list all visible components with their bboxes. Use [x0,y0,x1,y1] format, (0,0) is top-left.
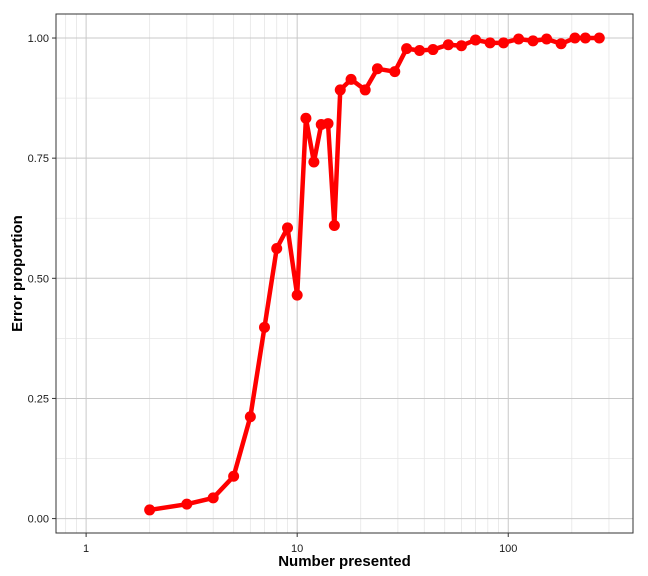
minor-gridlines [56,14,633,533]
data-point [593,32,605,44]
data-point [334,84,346,96]
data-point [470,34,482,46]
data-point [389,66,401,78]
x-tick-label: 100 [499,543,517,555]
y-axis-title: Error proportion [9,215,26,332]
data-point [414,45,426,57]
data-point [271,243,283,255]
data-point [513,33,525,45]
y-tick-label: 0.25 [28,393,49,405]
data-point [345,73,357,85]
data-point [144,504,156,516]
y-tick-label: 0.75 [28,153,49,165]
data-point [282,222,294,234]
x-tick-label: 10 [291,543,303,555]
data-point [569,32,581,44]
data-point [308,156,320,168]
x-axis-title: Number presented [278,553,411,570]
data-point [484,37,496,49]
data-point [291,289,303,301]
data-point [328,219,340,231]
data-point [579,32,591,44]
series-line [147,35,602,513]
data-point [322,118,334,130]
data-point [527,35,539,47]
data-point [498,37,510,49]
data-point [258,321,270,333]
data-point [371,63,383,75]
y-tick-label: 0.50 [28,273,49,285]
data-point [442,39,454,51]
major-gridlines [56,14,633,533]
series-layer [144,32,605,516]
data-point [401,43,413,55]
y-tick-label: 0.00 [28,514,49,526]
data-point [181,498,193,510]
data-point [455,40,467,52]
x-tick-label: 1 [83,543,89,555]
data-point [555,38,567,50]
x-axis: 1 10 100 [83,533,517,555]
data-point [359,84,371,96]
data-point [541,33,553,45]
data-point [207,492,219,504]
y-axis: 0.00 0.25 0.50 0.75 1.00 [28,33,56,526]
data-point [228,470,240,482]
y-tick-label: 1.00 [28,33,49,45]
data-point [244,411,256,423]
data-point [300,112,312,124]
data-point [427,44,439,56]
plot-panel-border [55,13,634,534]
